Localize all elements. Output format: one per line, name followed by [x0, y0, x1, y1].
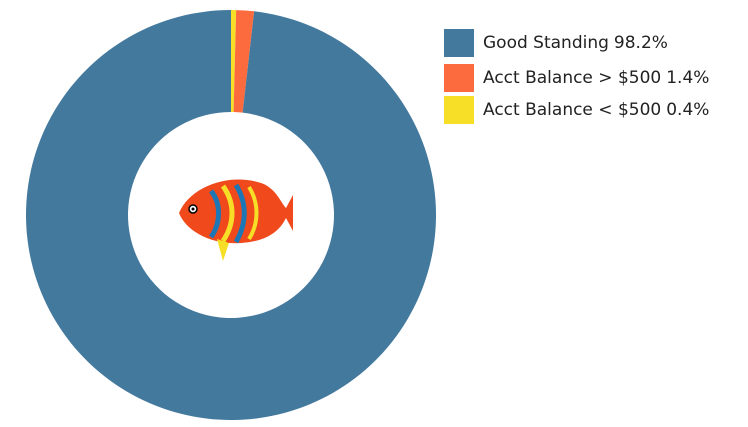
legend-swatch — [444, 64, 474, 92]
legend-value: 1.4% — [666, 68, 709, 88]
slice — [231, 10, 237, 113]
fish-logo — [179, 179, 293, 261]
legend-name: Acct Balance > $500 — [483, 68, 661, 88]
legend-swatch — [444, 29, 474, 57]
legend-label: Acct Balance < $500 0.4% — [483, 100, 709, 120]
legend-swatch — [444, 96, 474, 124]
legend-label: Good Standing 98.2% — [483, 33, 668, 53]
legend: Good Standing 98.2% Acct Balance > $500 1.4… — [444, 29, 709, 124]
slice — [233, 10, 255, 113]
legend-value: 0.4% — [666, 100, 709, 120]
legend-name: Acct Balance < $500 — [483, 100, 661, 120]
slice — [26, 10, 437, 420]
legend-value: 98.2% — [614, 33, 668, 53]
legend-name: Good Standing — [483, 33, 609, 53]
slices — [26, 10, 437, 420]
legend-label: Acct Balance > $500 1.4% — [483, 68, 709, 88]
